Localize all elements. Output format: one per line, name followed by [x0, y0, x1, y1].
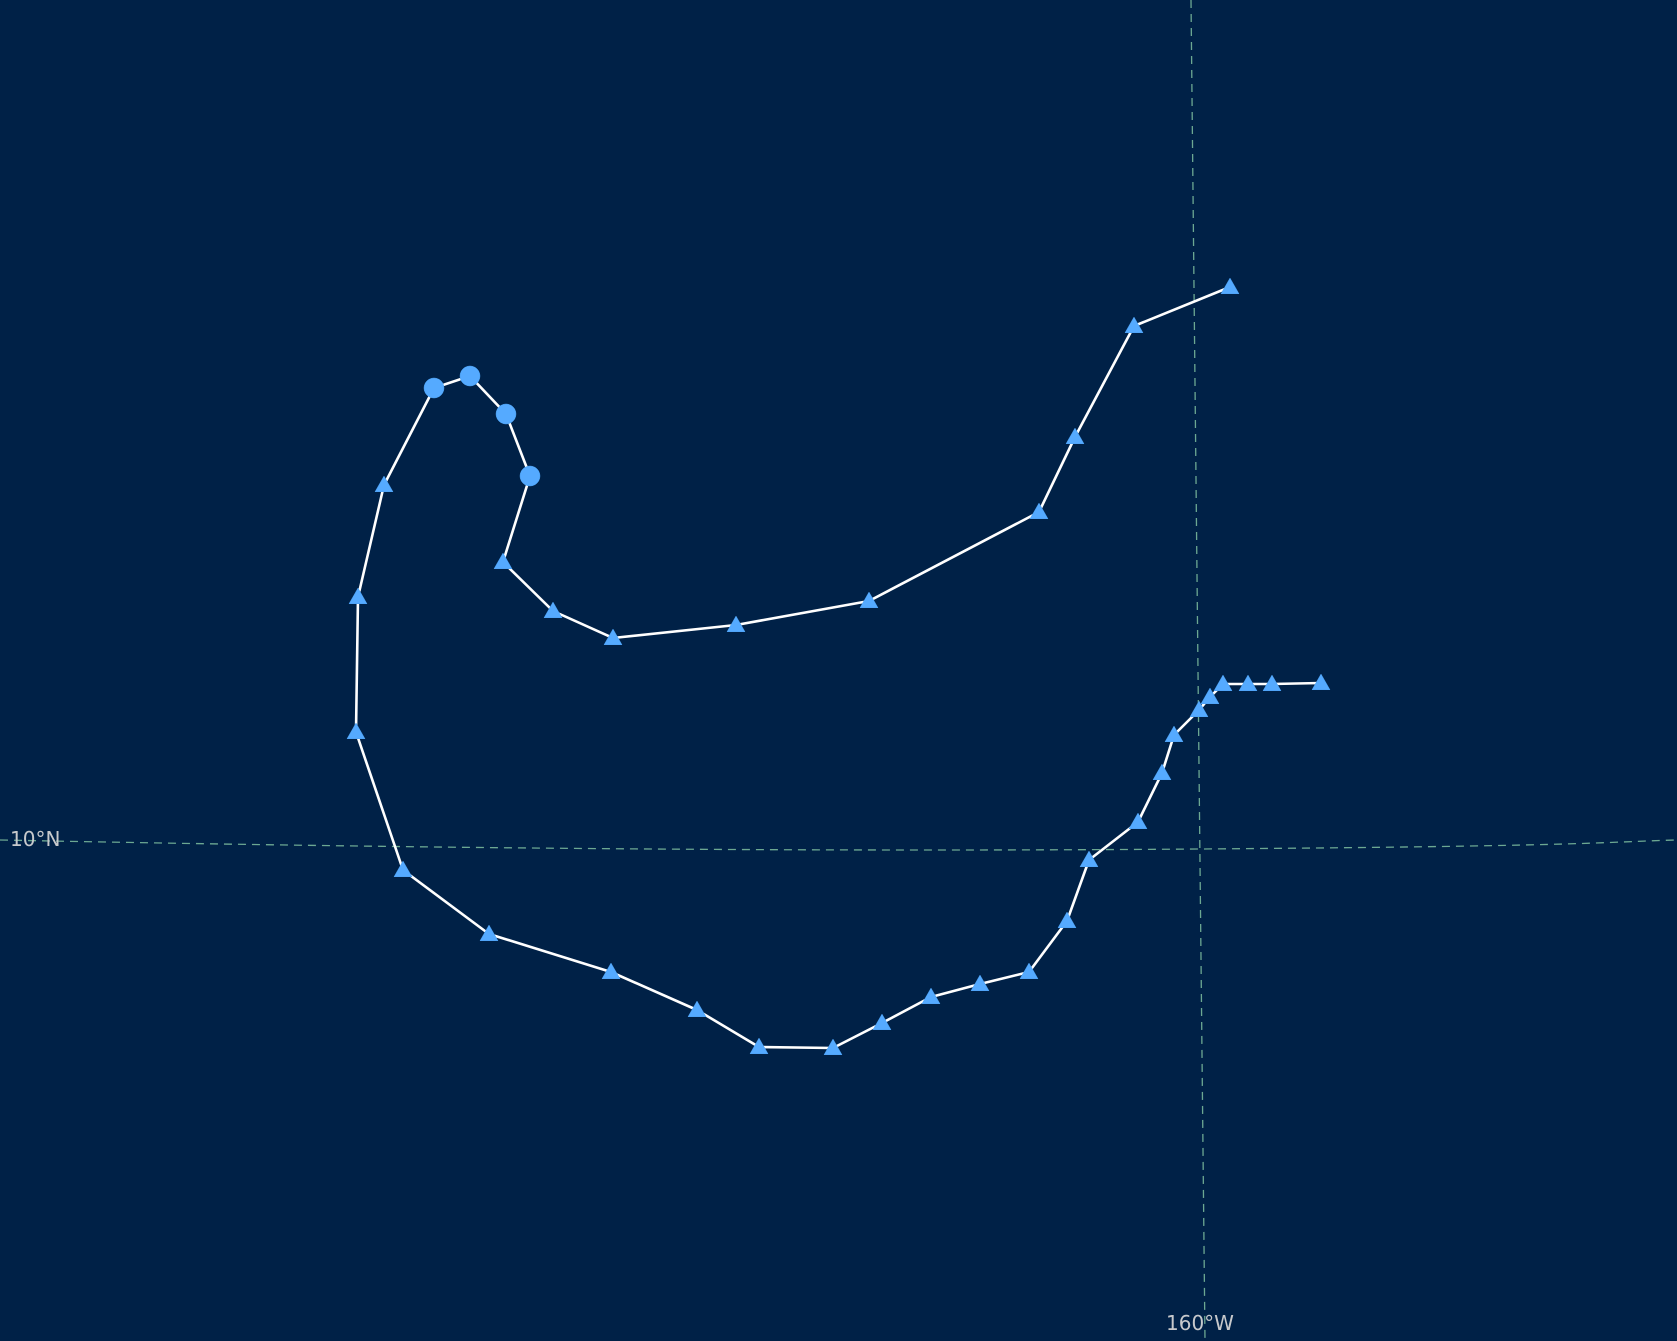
track-point-triangle-marker	[543, 601, 563, 618]
track-point-triangle-marker	[1262, 674, 1282, 691]
track-point-triangle-marker	[921, 987, 941, 1004]
track-point-triangle-marker	[1200, 687, 1220, 704]
track-point-triangle-marker	[749, 1037, 769, 1054]
track-point-triangle-marker	[1189, 700, 1209, 717]
latitude-line-10n	[0, 839, 1677, 851]
track-point-triangle-marker	[493, 552, 513, 569]
track-point-triangle-marker	[1238, 674, 1258, 691]
track-point-triangle-marker	[601, 962, 621, 979]
track-point-triangle-marker	[348, 587, 368, 604]
track-point-triangle-marker	[1220, 277, 1240, 294]
track-point-triangle-marker	[1164, 725, 1184, 742]
track-point-triangle-marker	[1311, 673, 1331, 690]
latitude-label: 10°N	[10, 827, 60, 851]
track-point-triangle-marker	[1057, 911, 1077, 928]
longitude-label: 160°W	[1166, 1311, 1234, 1335]
track-point-triangle-marker	[1213, 674, 1233, 691]
track-point-triangle-marker	[393, 860, 413, 877]
track-point-circle-marker	[519, 465, 541, 487]
track-point-triangle-marker	[603, 628, 623, 645]
track-point-triangle-marker	[872, 1013, 892, 1030]
track-point-triangle-marker	[1128, 812, 1148, 829]
track-point-triangle-marker	[687, 1000, 707, 1017]
track-point-triangle-marker	[823, 1038, 843, 1055]
track-point-triangle-marker	[1079, 850, 1099, 867]
track-point-triangle-marker	[970, 974, 990, 991]
track-point-circle-marker	[459, 365, 481, 387]
track-point-triangle-marker	[479, 924, 499, 941]
track-point-triangle-marker	[346, 722, 366, 739]
track-point-circle-marker	[495, 403, 517, 425]
track-point-triangle-marker	[374, 475, 394, 492]
track-point-triangle-marker	[859, 591, 879, 608]
track-point-triangle-marker	[1152, 763, 1172, 780]
track-point-triangle-marker	[1124, 316, 1144, 333]
track-point-triangle-marker	[1029, 502, 1049, 519]
track-point-triangle-marker	[1065, 427, 1085, 444]
track-point-circle-marker	[423, 377, 445, 399]
track-point-triangle-marker	[726, 615, 746, 632]
track-point-triangle-marker	[1019, 962, 1039, 979]
track-markers	[346, 277, 1331, 1055]
